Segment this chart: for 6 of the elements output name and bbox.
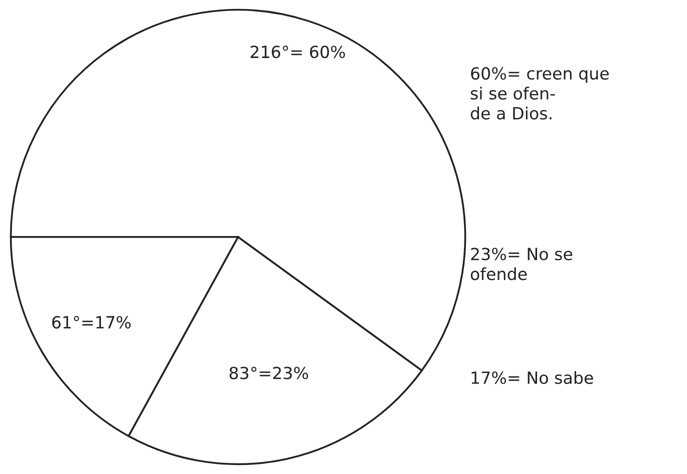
data-label: 216°= 60% [250, 46, 345, 58]
text: 17%= No sabe [472, 371, 594, 384]
text: 60%= creen que si se ofen- de a Dios. [470, 67, 609, 120]
text: 23%= No se ofende [470, 248, 572, 280]
data-label: 83°=23% [230, 366, 308, 380]
data-label: 61°=17% [52, 316, 131, 329]
